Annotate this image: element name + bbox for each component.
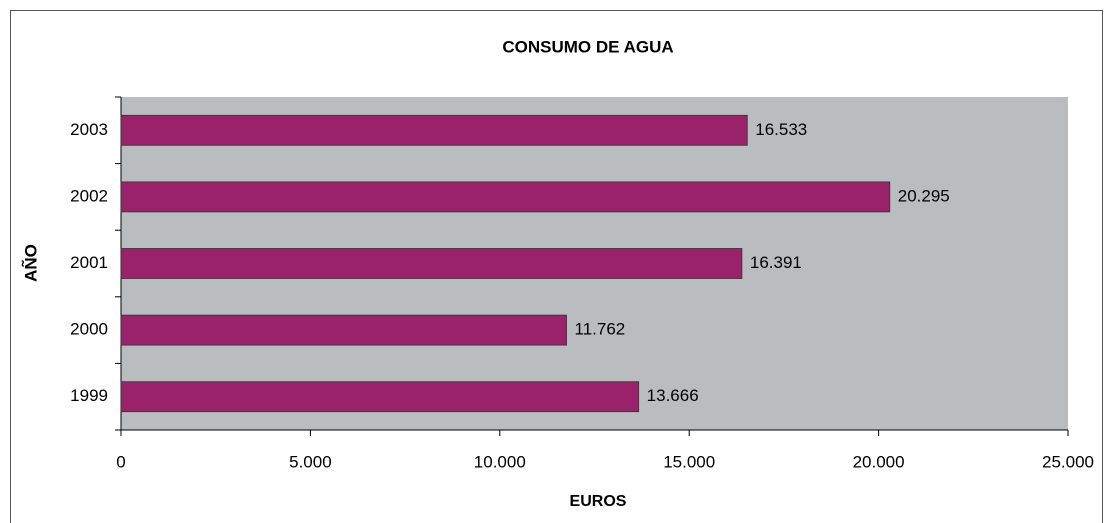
y-tick-label: 2001: [70, 253, 108, 272]
bar: [120, 381, 640, 413]
y-tick-label: 1999: [70, 386, 108, 405]
y-tick-label: 2002: [70, 186, 108, 205]
bar: [120, 248, 743, 279]
chart-title: CONSUMO DE AGUA: [502, 37, 673, 56]
data-label: 11.762: [575, 320, 626, 339]
x-tick-label: 5.000: [289, 452, 332, 471]
y-tick-label: 2003: [70, 120, 108, 139]
bar: [120, 114, 748, 146]
x-tick-label: 10.000: [474, 452, 526, 471]
x-tick-label: 15.000: [663, 452, 715, 471]
y-axis-title: AÑO: [20, 244, 40, 282]
bar: [120, 181, 891, 213]
data-label: 20.295: [898, 186, 950, 205]
bar: [120, 314, 567, 346]
x-tick-label: 0: [116, 452, 125, 471]
y-tick-label: 2000: [70, 320, 108, 339]
x-tick-label: 25.000: [1042, 452, 1094, 471]
data-label: 13.666: [647, 386, 699, 405]
x-axis-title: EUROS: [570, 493, 627, 510]
data-label: 16.391: [750, 253, 802, 272]
data-label: 16.533: [755, 120, 807, 139]
x-tick-label: 20.000: [853, 452, 905, 471]
